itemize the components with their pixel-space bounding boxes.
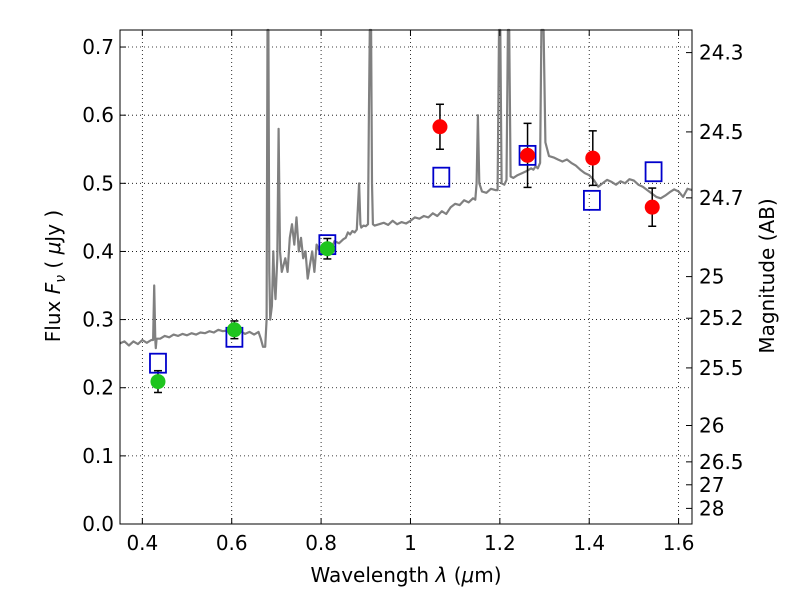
- model-photometry-square: [583, 189, 601, 211]
- photometry-point: [432, 119, 448, 135]
- mag-tick-label: 24.3: [699, 41, 744, 65]
- x-tick-label: 1.4: [573, 531, 605, 555]
- plot-frame: [119, 29, 693, 525]
- mag-tick-label: 25.5: [699, 356, 744, 380]
- x-axis-label: Wavelength λ (μm): [310, 563, 501, 587]
- mag-tick-label: 24.7: [699, 186, 744, 210]
- y-tick-label: 0.6: [82, 103, 114, 127]
- model-photometry-square: [432, 166, 451, 188]
- mag-tick-label: 26: [699, 414, 724, 438]
- axis-ticks: 0.4 0.6 0.8 1 1.2 1.4 1.6 0.0 0.1 0.2 0.3 0.4 0.5 0.6…: [82, 30, 744, 555]
- spectrum-line: [119, 28, 693, 350]
- photometry-point: [319, 241, 335, 257]
- mag-tick-label: 26.5: [699, 450, 744, 474]
- x-tick-label: 1: [404, 531, 417, 555]
- photometry-point: [644, 199, 660, 215]
- x-tick-label: 0.8: [305, 531, 337, 555]
- data-markers-layer: [149, 103, 663, 394]
- y-tick-label: 0.1: [82, 444, 114, 468]
- photometry-point: [150, 374, 166, 390]
- photometry-point: [585, 150, 601, 166]
- model-photometry-square: [149, 352, 167, 374]
- y-tick-label: 0.4: [82, 239, 114, 263]
- y-tick-label: 0.3: [82, 308, 114, 332]
- photometry-point: [226, 322, 242, 338]
- y2-axis-label: Magnitude (AB): [755, 198, 779, 353]
- y-tick-label: 0.5: [82, 171, 114, 195]
- x-tick-label: 1.6: [663, 531, 695, 555]
- mag-tick-label: 24.5: [699, 120, 744, 144]
- y-tick-label: 0.2: [82, 376, 114, 400]
- x-tick-label: 0.6: [216, 531, 248, 555]
- x-tick-label: 1.2: [484, 531, 516, 555]
- model-photometry-square: [644, 161, 663, 183]
- model-photometry-square: [518, 144, 537, 166]
- y-axis-label: Flux Fν ( μJy ): [41, 210, 69, 342]
- mag-tick-label: 25: [699, 265, 724, 289]
- photometry-point: [520, 147, 536, 163]
- mag-tick-label: 25.2: [699, 306, 744, 330]
- grid-lines: [120, 30, 692, 525]
- model-spectrum-layer: [119, 28, 693, 350]
- mag-tick-label: 27: [699, 473, 724, 497]
- x-tick-label: 0.4: [126, 531, 158, 555]
- y-tick-label: 0.0: [82, 512, 114, 536]
- mag-tick-label: 28: [699, 496, 724, 520]
- y-tick-label: 0.7: [82, 35, 114, 59]
